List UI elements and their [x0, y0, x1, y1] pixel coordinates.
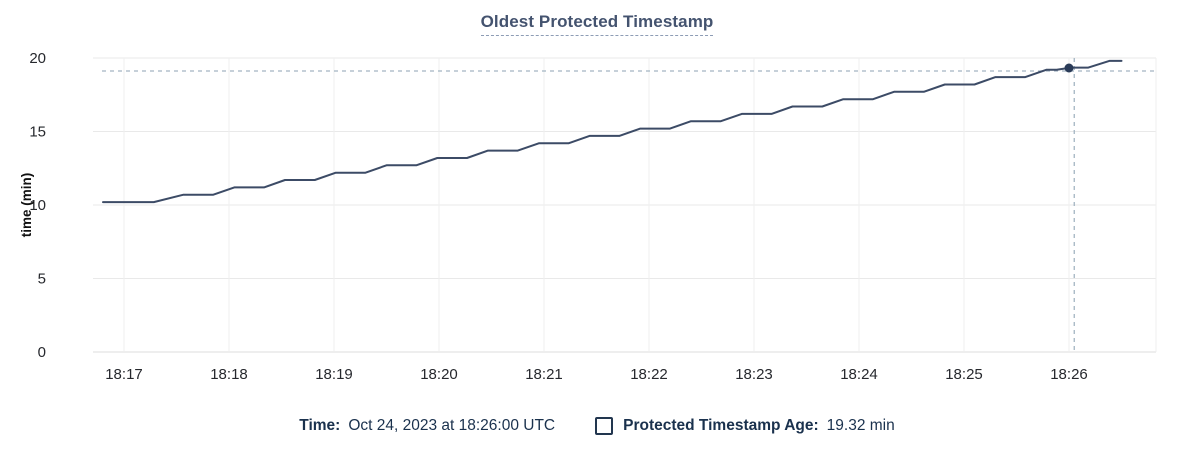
- legend-series-item[interactable]: Protected Timestamp Age: 19.32 min: [595, 417, 895, 435]
- y-tick-label: 0: [38, 344, 46, 361]
- x-tick-label: 18:24: [840, 366, 878, 383]
- y-tick-label: 15: [29, 124, 46, 141]
- legend-bar: Time: Oct 24, 2023 at 18:26:00 UTC Prote…: [0, 417, 1194, 435]
- x-tick-label: 18:25: [945, 366, 983, 383]
- x-tick-label: 18:18: [210, 366, 248, 383]
- legend-series-label: Protected Timestamp Age:: [623, 417, 819, 434]
- series-line: [102, 59, 1123, 204]
- y-tick-label: 10: [29, 197, 46, 214]
- x-tick-label: 18:22: [630, 366, 668, 383]
- hover-time-value: Oct 24, 2023 at 18:26:00 UTC: [348, 417, 556, 434]
- y-tick-label: 5: [38, 271, 46, 288]
- x-tick-label: 18:17: [105, 366, 143, 383]
- hover-data-point: [1064, 63, 1074, 73]
- chart-title[interactable]: Oldest Protected Timestamp: [480, 12, 714, 36]
- x-tick-label: 18:20: [420, 366, 458, 383]
- hover-time-label: Time:: [299, 417, 341, 434]
- x-tick-label: 18:26: [1050, 366, 1088, 383]
- y-tick-label: 20: [29, 50, 46, 67]
- legend-series-value: 19.32 min: [826, 417, 895, 434]
- y-axis-title: time (min): [19, 173, 34, 238]
- x-tick-label: 18:19: [315, 366, 353, 383]
- chart-title-row: Oldest Protected Timestamp: [0, 12, 1194, 36]
- timeseries-chart[interactable]: 0 5 10 15 20 18:17 18:18 18:19 18:20 18:21 18:22 18…: [0, 40, 1194, 412]
- x-tick-label: 18:21: [525, 366, 563, 383]
- series-toggle-checkbox[interactable]: [595, 417, 614, 435]
- hover-time-readout: Time: Oct 24, 2023 at 18:26:00 UTC: [299, 417, 555, 435]
- x-tick-label: 18:23: [735, 366, 773, 383]
